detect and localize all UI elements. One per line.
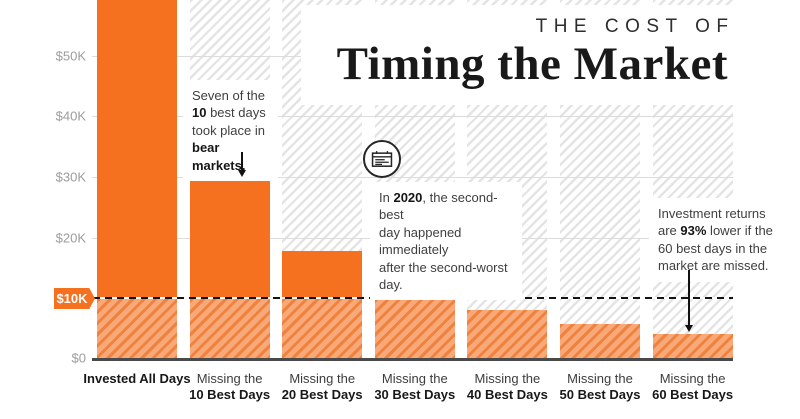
annotation-line: after the second-worst day. — [379, 259, 508, 293]
bar-invested-all-days — [97, 0, 177, 299]
baseline-badge-10k: $10K — [54, 288, 95, 309]
bar-below-baseline-missing-the-10-best-days — [189, 299, 270, 359]
annotation-line: took place in — [192, 122, 265, 138]
y-axis-label-30k: $30K — [55, 169, 86, 185]
annotation-line: Seven of the — [192, 88, 265, 103]
bar-missing-the-40-best-days — [467, 310, 548, 359]
x-axis-label-missing-the-50-best-days: Missing the 50 Best Days — [540, 371, 660, 402]
x-axis-label-line: Missing the — [196, 371, 263, 386]
x-axis-label-line: 50 Best Days — [559, 386, 641, 402]
x-axis-label-line: Missing the — [289, 371, 356, 386]
annotation-line: 10 best days — [192, 105, 266, 121]
bear-markets-note-arrow-line — [241, 152, 243, 170]
calendar-icon — [363, 140, 401, 178]
year-2020-note: In 2020, the second-best day happened imm… — [370, 182, 522, 301]
returns-93-note-arrow-line — [688, 270, 690, 325]
x-axis-label-line: 30 Best Days — [374, 386, 456, 402]
y-axis-label-0: $0 — [71, 350, 86, 366]
y-axis-label-20k: $20K — [55, 230, 86, 246]
x-axis-label-line: 10 Best Days — [189, 386, 271, 402]
x-axis-label-line: Invested All Days — [83, 371, 191, 386]
annotation-line: market are missed. — [658, 258, 769, 274]
annotation-line: bear markets. — [192, 140, 246, 173]
x-axis-label-line: Missing the — [381, 371, 448, 386]
x-axis-label-line: Missing the — [474, 371, 541, 386]
x-axis-label-missing-the-10-best-days: Missing the 10 Best Days — [170, 371, 290, 402]
x-axis-label-invested-all-days: Invested All Days — [77, 371, 197, 387]
bar-missing-the-20-best-days — [282, 251, 363, 299]
returns-93-note: Investment returns are 93% lower if the 60… — [649, 198, 792, 282]
x-axis-label-line: Missing the — [659, 371, 726, 386]
annotation-line: 60 best days in the — [658, 240, 768, 256]
title-box: THE COST OF Timing the Market — [301, 5, 800, 105]
x-axis-label-line: 60 Best Days — [652, 386, 734, 402]
x-axis-label-missing-the-30-best-days: Missing the 30 Best Days — [355, 371, 475, 402]
annotation-line: In 2020, the second-best — [379, 190, 498, 223]
bar-missing-the-60-best-days — [652, 333, 733, 359]
bar-below-baseline-missing-the-30-best-days — [374, 299, 455, 359]
bar-below-baseline-missing-the-20-best-days — [282, 299, 363, 359]
x-axis-label-missing-the-40-best-days: Missing the 40 Best Days — [447, 371, 567, 402]
y-axis-label-50k: $50K — [55, 48, 86, 64]
annotation-line: are 93% lower if the — [658, 223, 773, 239]
bar-missing-the-10-best-days — [189, 178, 270, 299]
x-axis-label-line: 20 Best Days — [281, 386, 363, 402]
x-axis-line — [92, 358, 733, 361]
page-title: Timing the Market — [336, 38, 728, 90]
annotation-line: Investment returns — [658, 206, 766, 221]
annotation-line: day happened immediately — [379, 224, 462, 258]
x-axis-label-missing-the-60-best-days: Missing the 60 Best Days — [633, 371, 753, 402]
calendar-glyph — [371, 151, 393, 167]
y-axis-label-40k: $40K — [55, 108, 86, 124]
gridline-40000 — [92, 116, 733, 117]
gridline-30000 — [92, 177, 733, 178]
bear-markets-note: Seven of the 10 best days took place in bea… — [183, 80, 278, 182]
x-axis-label-line: 40 Best Days — [466, 386, 548, 402]
x-axis-label-missing-the-20-best-days: Missing the 20 Best Days — [262, 371, 382, 402]
returns-93-note-arrow-head — [685, 325, 693, 332]
title-kicker: THE COST OF — [535, 16, 735, 37]
bear-markets-note-arrow-head — [238, 170, 246, 177]
bar-below-baseline-invested-all-days — [97, 299, 177, 359]
bar-missing-the-50-best-days — [560, 324, 640, 359]
x-axis-label-line: Missing the — [567, 371, 633, 386]
